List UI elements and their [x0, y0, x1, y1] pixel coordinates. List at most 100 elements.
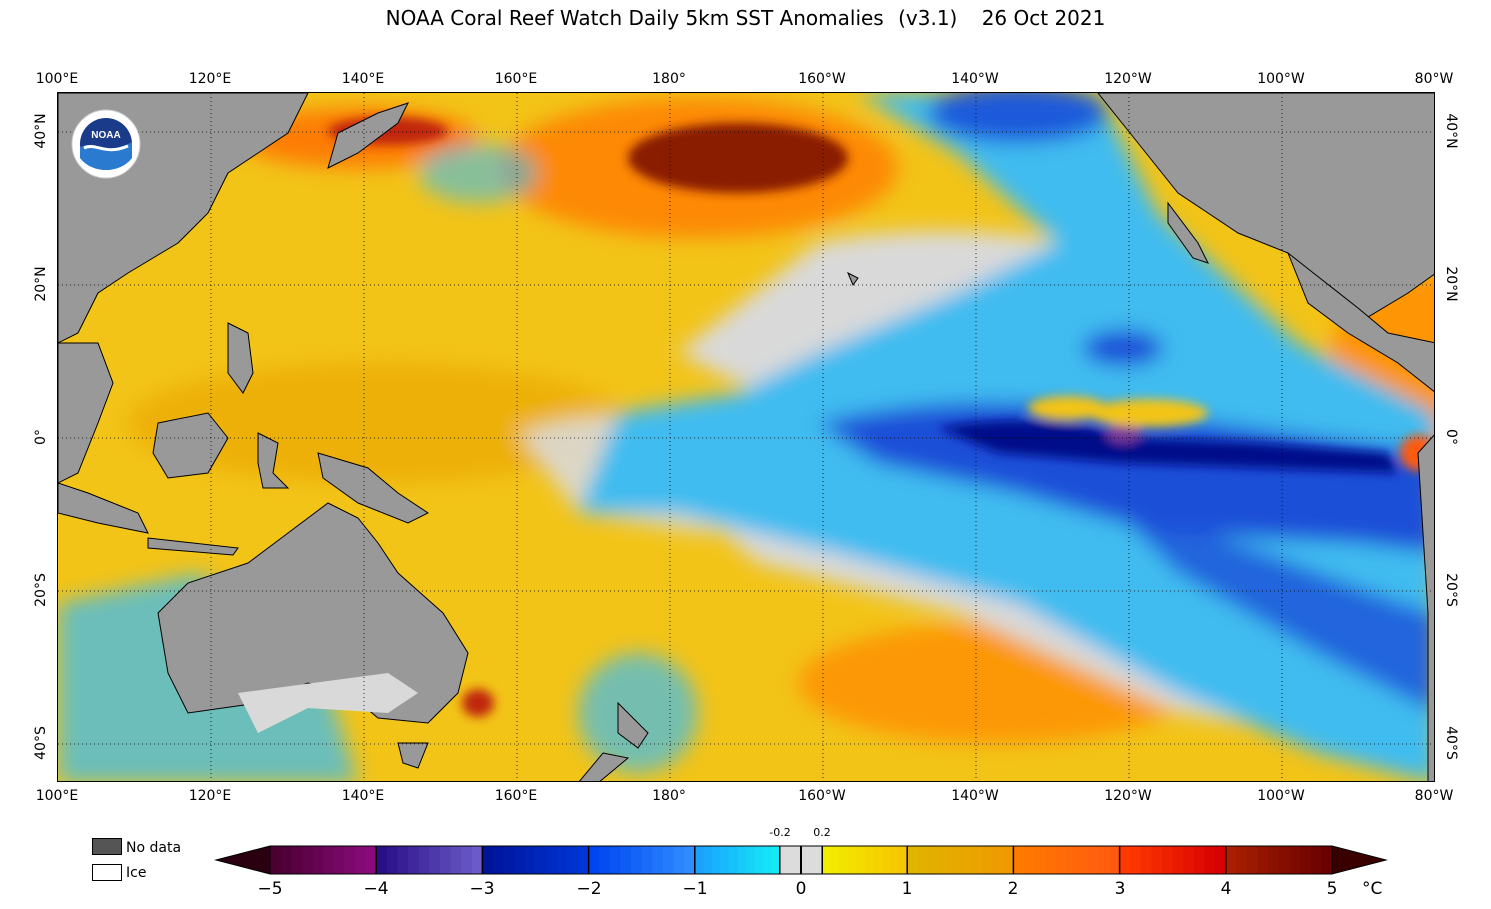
- colorbar-swatch: [631, 846, 643, 874]
- colorbar-swatch: [1183, 846, 1195, 874]
- colorbar-swatch: [822, 846, 832, 874]
- colorbar-swatch: [970, 846, 983, 874]
- lat-label-right-20N: 20°N: [1443, 266, 1459, 302]
- title-main: NOAA Coral Reef Watch Daily 5km SST Anom…: [385, 6, 884, 30]
- colorbar-swatch: [728, 846, 738, 874]
- land-java: [147, 537, 239, 556]
- no-data-swatch: [92, 838, 122, 855]
- colorbar-tick-label: −3: [469, 879, 495, 899]
- colorbar-swatch: [503, 846, 515, 874]
- lon-label-top-80W: 80°W: [1414, 71, 1454, 87]
- land-baja: [1167, 201, 1209, 264]
- colorbar-tick-label: 4: [1220, 879, 1232, 899]
- title-version: (v3.1): [898, 6, 958, 30]
- colorbar-swatch: [1321, 846, 1333, 874]
- colorbar-swatch: [1055, 846, 1067, 874]
- colorbar-swatch: [1108, 846, 1121, 874]
- colorbar-swatch: [323, 846, 335, 874]
- colorbar-swatch: [1087, 846, 1099, 874]
- colorbar-swatch: [1193, 846, 1206, 874]
- cool-anomaly-patch: [578, 653, 698, 773]
- colorbar-tick-neg-0.2: -0.2: [769, 826, 791, 839]
- warm-tongue-patch: [1028, 396, 1108, 420]
- colorbar-tick-label: 1: [901, 879, 913, 899]
- no-data-area: [238, 673, 418, 733]
- colorbar-swatch: [365, 846, 377, 874]
- colorbar-swatch: [847, 846, 857, 874]
- colorbar-swatch: [418, 846, 430, 874]
- colorbar-tick-label: −1: [682, 879, 708, 899]
- colorbar-swatch: [1130, 846, 1142, 874]
- noaa-logo-text: NOAA: [91, 130, 120, 141]
- colorbar-swatch: [745, 846, 755, 874]
- colorbar-swatch: [1077, 846, 1089, 874]
- colorbar-swatch: [280, 846, 292, 874]
- colorbar-swatch: [762, 846, 772, 874]
- ice-label: Ice: [126, 865, 147, 881]
- colorbar-swatch: [694, 846, 704, 874]
- colorbar-swatch: [898, 846, 908, 874]
- colorbar-swatch: [609, 846, 621, 874]
- sst-anomaly-map: NOAA: [57, 92, 1435, 782]
- colorbar-tick-label: −5: [257, 879, 283, 899]
- colorbar-swatch: [1172, 846, 1184, 874]
- colorbar-swatch: [652, 846, 664, 874]
- lat-label-left-40N: 40°N: [33, 113, 49, 149]
- lon-label-bottom-160E: 160°E: [494, 788, 538, 804]
- colorbar-swatch: [1119, 846, 1131, 874]
- colorbar-swatch: [620, 846, 632, 874]
- colorbar-swatch: [1002, 846, 1014, 874]
- colorbar-swatch: [1215, 846, 1227, 874]
- colorbar-swatch: [546, 846, 558, 874]
- colorbar: [214, 845, 1388, 875]
- lon-label-top-160E: 160°E: [494, 71, 538, 87]
- colorbar-swatch: [1310, 846, 1322, 874]
- colorbar-swatch: [1034, 846, 1046, 874]
- colorbar-swatch: [397, 846, 409, 874]
- colorbar-tick-label: 0: [795, 879, 807, 899]
- colorbar-tick-label: −2: [576, 879, 602, 899]
- colorbar-swatch: [641, 846, 653, 874]
- lon-label-top-160W: 160°W: [798, 71, 846, 87]
- colorbar-swatch: [482, 846, 494, 874]
- colorbar-swatch: [1204, 846, 1216, 874]
- colorbar-tick-label: 2: [1007, 879, 1019, 899]
- land-borneo: [152, 412, 229, 479]
- colorbar-swatch: [312, 846, 324, 874]
- strong-cool-anomaly-patch: [1083, 330, 1163, 366]
- land-japan: [327, 102, 409, 169]
- colorbar-swatch: [1247, 846, 1259, 874]
- colorbar-swatch: [928, 846, 940, 874]
- land-sumatra: [58, 482, 149, 534]
- warm-tongue-patch: [1088, 399, 1208, 427]
- lon-label-top-100W: 100°W: [1257, 71, 1305, 87]
- colorbar-swatch: [1140, 846, 1152, 874]
- colorbar-swatch: [1162, 846, 1174, 874]
- land-sulawesi: [257, 432, 290, 489]
- lon-label-bottom-180: 180°: [652, 788, 686, 804]
- colorbar-swatch: [291, 846, 303, 874]
- colorbar-swatch: [856, 846, 866, 874]
- land-philippines: [227, 322, 254, 394]
- colorbar-swatch: [577, 846, 590, 874]
- colorbar-swatch: [344, 846, 356, 874]
- land-new-zealand: [579, 701, 649, 781]
- map-canvas: [58, 93, 1434, 781]
- lon-label-bottom-120E: 120°E: [188, 788, 232, 804]
- lat-label-right-40N: 40°N: [1443, 113, 1459, 149]
- colorbar-swatch: [720, 846, 730, 874]
- extreme-warm-anomaly: [628, 123, 848, 193]
- lon-label-top-120E: 120°E: [188, 71, 232, 87]
- colorbar-swatch: [992, 846, 1004, 874]
- colorbar-swatch: [873, 846, 883, 874]
- colorbar-swatch: [881, 846, 891, 874]
- colorbar-swatch: [376, 846, 388, 874]
- colorbar-swatch: [1024, 846, 1036, 874]
- landmasses: [58, 93, 1434, 781]
- land-central-america: [1286, 251, 1434, 393]
- lat-label-right-20S: 20°S: [1443, 573, 1459, 607]
- lon-label-top-140E: 140°E: [341, 71, 385, 87]
- colorbar-swatch: [737, 846, 747, 874]
- colorbar-swatch: [270, 846, 282, 874]
- land-tasmania: [397, 742, 429, 769]
